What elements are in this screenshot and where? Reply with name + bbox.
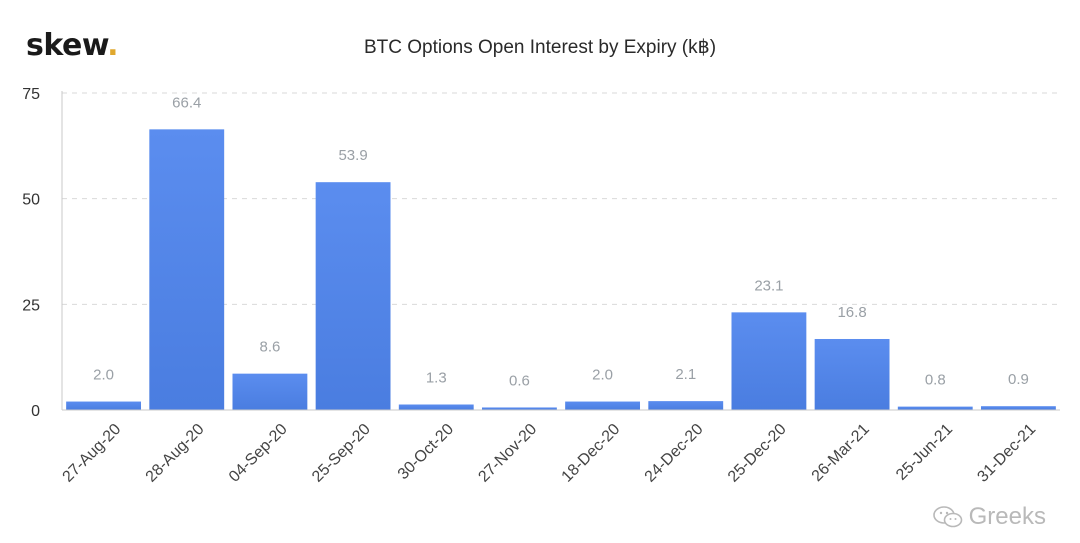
x-tick-label: 18-Dec-20 [559, 421, 624, 486]
data-label: 8.6 [259, 339, 280, 356]
bar [398, 404, 474, 410]
data-label: 23.1 [754, 277, 783, 294]
y-tick-label: 25 [22, 297, 40, 314]
watermark: Greeks [932, 503, 1046, 531]
x-tick-label: 28-Aug-20 [143, 421, 208, 486]
bar [648, 401, 724, 410]
data-label: 1.3 [426, 370, 447, 387]
x-tick-label: 25-Sep-20 [309, 421, 374, 486]
data-label: 0.9 [1008, 371, 1029, 388]
x-tick-label: 24-Dec-20 [642, 421, 707, 486]
y-tick-label: 75 [22, 86, 40, 103]
logo-dot: . [107, 28, 119, 63]
bar [897, 406, 973, 410]
x-tick-label: 26-Mar-21 [809, 421, 873, 485]
data-label: 53.9 [338, 147, 367, 164]
bar [481, 407, 557, 410]
data-label: 2.0 [93, 367, 114, 384]
bar [814, 338, 890, 410]
x-tick-label: 04-Sep-20 [226, 421, 291, 486]
x-tick-label: 31-Dec-21 [974, 421, 1039, 486]
x-tick-label: 25-Dec-20 [725, 421, 790, 486]
data-label: 16.8 [837, 304, 866, 321]
data-label: 0.6 [509, 372, 530, 389]
x-tick-label: 27-Aug-20 [60, 421, 125, 486]
y-tick-label: 50 [22, 192, 40, 209]
chart-title: BTC Options Open Interest by Expiry (k฿) [363, 37, 717, 58]
data-label: 2.1 [675, 366, 696, 383]
data-label: 2.0 [592, 367, 613, 384]
x-tick-label: 27-Nov-20 [475, 421, 540, 486]
bar [980, 406, 1056, 410]
bar [315, 182, 391, 410]
bar [731, 312, 807, 410]
data-label: 66.4 [172, 94, 201, 111]
y-tick-label: 0 [31, 403, 40, 420]
data-label: 0.8 [925, 372, 946, 389]
x-tick-label: 30-Oct-20 [395, 421, 457, 483]
x-tick-label: 25-Jun-21 [893, 421, 956, 484]
skew-logo: skew. [26, 28, 119, 63]
logo-text: skew [26, 28, 108, 63]
wechat-icon [932, 506, 962, 528]
watermark-text: Greeks [968, 503, 1046, 530]
bar [565, 401, 641, 410]
bar [66, 401, 142, 410]
bar [232, 373, 308, 410]
bar [149, 129, 225, 410]
